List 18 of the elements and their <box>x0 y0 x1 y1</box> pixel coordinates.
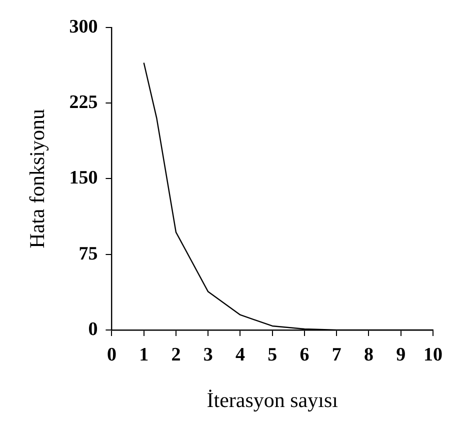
x-tick-label: 6 <box>300 344 310 366</box>
x-tick-label: 2 <box>171 344 181 366</box>
y-axis-title: Hata fonksiyonu <box>25 108 50 248</box>
y-tick-label: 225 <box>69 92 98 113</box>
y-tick-label: 75 <box>78 243 98 264</box>
x-tick-label: 7 <box>332 344 342 366</box>
x-tick-label: 4 <box>235 344 246 366</box>
x-tick-label: 8 <box>364 344 374 366</box>
x-tick-label: 0 <box>106 344 116 366</box>
y-tick-label: 150 <box>69 168 98 189</box>
x-tick-label: 3 <box>203 344 213 366</box>
y-tick-label: 300 <box>69 16 98 38</box>
x-tick-label: 9 <box>396 344 406 366</box>
y-tick-label: 0 <box>88 318 98 340</box>
x-tick-label: 10 <box>424 344 442 366</box>
x-tick-label: 5 <box>268 344 278 366</box>
x-axis-title: İterasyon sayısı <box>206 388 338 412</box>
x-tick-label: 1 <box>139 344 149 366</box>
